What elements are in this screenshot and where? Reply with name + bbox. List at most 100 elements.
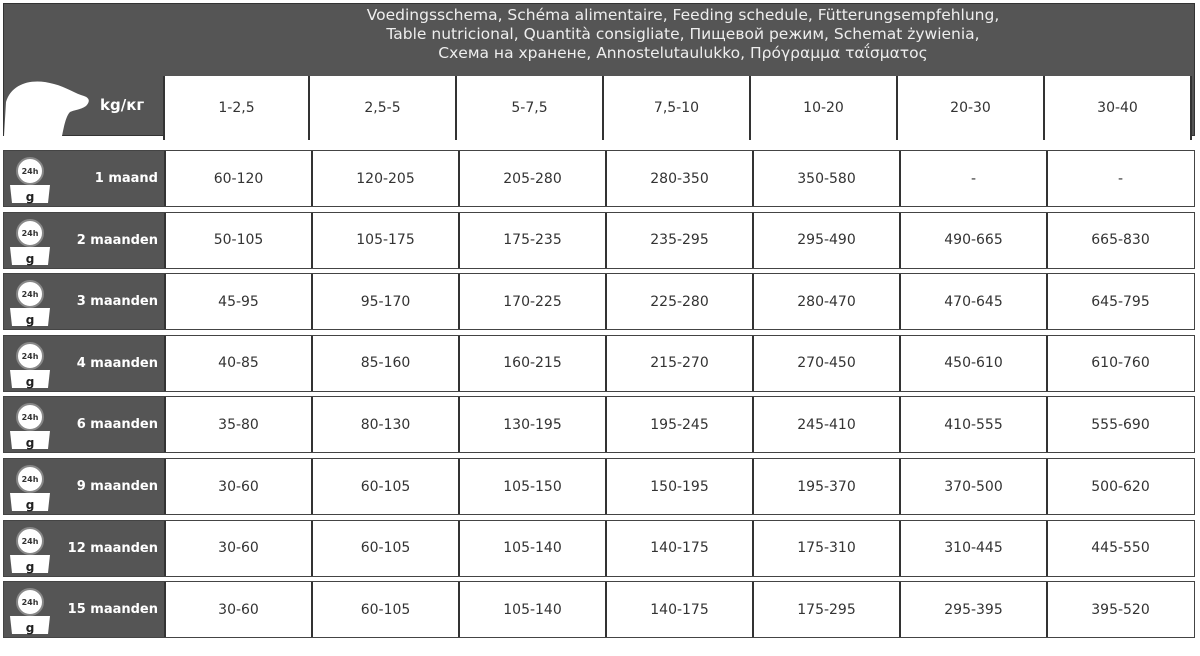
feeding-amount-cell: 120-205 [311, 151, 458, 206]
feeding-amount-cell: 30-60 [164, 582, 311, 638]
feeding-amount-cell: 395-520 [1046, 582, 1193, 638]
weight-column-header: 2,5-5 [310, 76, 457, 140]
age-label-cell: 24h g 15 maanden [4, 582, 164, 638]
feeding-amount-cell: 170-225 [458, 274, 605, 330]
feeding-amount-cell: 295-395 [899, 582, 1046, 638]
age-label-cell: 24h g 6 maanden [4, 397, 164, 453]
table-row: 24h g 6 maanden 35-80 80-130 130-195 195-245… [3, 396, 1195, 454]
age-label: 12 maanden [67, 540, 158, 556]
table-title: Voedingsschema, Schéma alimentaire, Feed… [366, 6, 1000, 62]
svg-text:g: g [26, 436, 35, 450]
feeding-amount-cell: 450-610 [899, 335, 1046, 391]
feeding-amount-cell: 280-350 [605, 151, 752, 206]
feeding-amount-cell: 30-60 [164, 520, 311, 576]
feeding-amount-cell: 130-195 [458, 397, 605, 453]
feeding-amount-cell: 80-130 [311, 397, 458, 453]
feeding-amount-cell: 175-235 [458, 212, 605, 268]
table-row: 24h g 12 maanden 30-60 60-105 105-140 140-17… [3, 519, 1195, 577]
age-label: 1 maand [94, 171, 158, 186]
svg-text:24h: 24h [22, 352, 39, 361]
age-label-cell: 24h g 1 maand [4, 151, 164, 206]
feeding-amount-cell: 410-555 [899, 397, 1046, 453]
age-label-cell: 24h g 12 maanden [4, 520, 164, 576]
feeding-amount-cell: 490-665 [899, 212, 1046, 268]
feeding-amount-cell: 235-295 [605, 212, 752, 268]
age-label: 9 maanden [76, 479, 158, 494]
feeding-amount-cell: 555-690 [1046, 397, 1193, 453]
food-bowl-icon: 24h g [10, 588, 50, 635]
feeding-amount-cell: - [899, 151, 1046, 206]
feeding-amount-cell: 195-370 [752, 459, 899, 514]
svg-text:24h: 24h [22, 413, 39, 422]
table-row: 24h g 2 maanden 50-105 105-175 175-235 235-2… [3, 211, 1195, 269]
svg-text:24h: 24h [22, 290, 39, 299]
feeding-amount-cell: 370-500 [899, 459, 1046, 514]
table-row: 24h g 4 maanden 40-85 85-160 160-215 215-270… [3, 334, 1195, 392]
food-bowl-icon: 24h g [10, 157, 50, 204]
svg-text:g: g [26, 498, 35, 512]
age-label-cell: 24h g 2 maanden [4, 212, 164, 268]
feeding-amount-cell: 175-310 [752, 520, 899, 576]
feeding-amount-cell: 50-105 [164, 212, 311, 268]
feeding-amount-cell: 295-490 [752, 212, 899, 268]
feeding-amount-cell: 500-620 [1046, 459, 1193, 514]
weight-label: kg/кг [100, 96, 145, 114]
table-row: 24h g 9 maanden 30-60 60-105 105-150 150-195… [3, 458, 1195, 515]
feeding-amount-cell: 140-175 [605, 520, 752, 576]
food-bowl-icon: 24h g [10, 341, 50, 389]
svg-text:24h: 24h [22, 475, 39, 484]
age-label: 3 maanden [76, 294, 158, 310]
feeding-amount-cell: 150-195 [605, 459, 752, 514]
food-bowl-icon: 24h g [10, 280, 50, 327]
feeding-amount-cell: 645-795 [1046, 274, 1193, 330]
age-label: 15 maanden [67, 602, 158, 618]
feeding-amount-cell: 105-140 [458, 520, 605, 576]
svg-text:g: g [26, 190, 35, 204]
age-label: 4 maanden [76, 355, 158, 371]
table-row: 24h g 1 maand 60-120 120-205 205-280 280-350… [3, 150, 1195, 207]
table-row: 24h g 3 maanden 45-95 95-170 170-225 225-280… [3, 273, 1195, 331]
feeding-amount-cell: 35-80 [164, 397, 311, 453]
feeding-amount-cell: 175-295 [752, 582, 899, 638]
food-bowl-icon: 24h g [10, 526, 50, 574]
feeding-amount-cell: 160-215 [458, 335, 605, 391]
feeding-amount-cell: 610-760 [1046, 335, 1193, 391]
food-bowl-icon: 24h g [10, 403, 50, 450]
food-bowl-icon: 24h g [10, 218, 50, 266]
svg-text:g: g [26, 252, 35, 266]
feeding-amount-cell: 270-450 [752, 335, 899, 391]
weight-column-header: 5-7,5 [457, 76, 604, 140]
feeding-amount-cell: 280-470 [752, 274, 899, 330]
table-row: 24h g 15 maanden 30-60 60-105 105-140 140-17… [3, 581, 1195, 639]
feeding-amount-cell: - [1046, 151, 1193, 206]
feeding-amount-cell: 225-280 [605, 274, 752, 330]
table-header: Voedingsschema, Schéma alimentaire, Feed… [3, 3, 1195, 140]
svg-text:24h: 24h [22, 229, 39, 238]
svg-text:24h: 24h [22, 537, 39, 546]
dog-icon [4, 81, 89, 136]
feeding-amount-cell: 30-60 [164, 459, 311, 514]
feeding-amount-cell: 105-140 [458, 582, 605, 638]
feeding-amount-cell: 95-170 [311, 274, 458, 330]
feeding-amount-cell: 350-580 [752, 151, 899, 206]
svg-text:g: g [26, 375, 35, 389]
age-label: 2 maanden [76, 232, 158, 248]
feeding-amount-cell: 45-95 [164, 274, 311, 330]
feeding-amount-cell: 60-120 [164, 151, 311, 206]
feeding-amount-cell: 445-550 [1046, 520, 1193, 576]
age-label-cell: 24h g 4 maanden [4, 335, 164, 391]
feeding-amount-cell: 105-150 [458, 459, 605, 514]
svg-text:24h: 24h [22, 598, 39, 607]
weight-column-header: 30-40 [1045, 76, 1192, 140]
weight-column-header: 20-30 [898, 76, 1045, 140]
age-label-cell: 24h g 9 maanden [4, 459, 164, 514]
svg-text:g: g [26, 621, 35, 635]
feeding-amount-cell: 105-175 [311, 212, 458, 268]
feeding-amount-cell: 60-105 [311, 520, 458, 576]
feeding-amount-cell: 195-245 [605, 397, 752, 453]
svg-text:g: g [26, 560, 35, 574]
feeding-amount-cell: 40-85 [164, 335, 311, 391]
feeding-amount-cell: 215-270 [605, 335, 752, 391]
feeding-amount-cell: 60-105 [311, 582, 458, 638]
weight-column-header: 1-2,5 [163, 76, 310, 140]
